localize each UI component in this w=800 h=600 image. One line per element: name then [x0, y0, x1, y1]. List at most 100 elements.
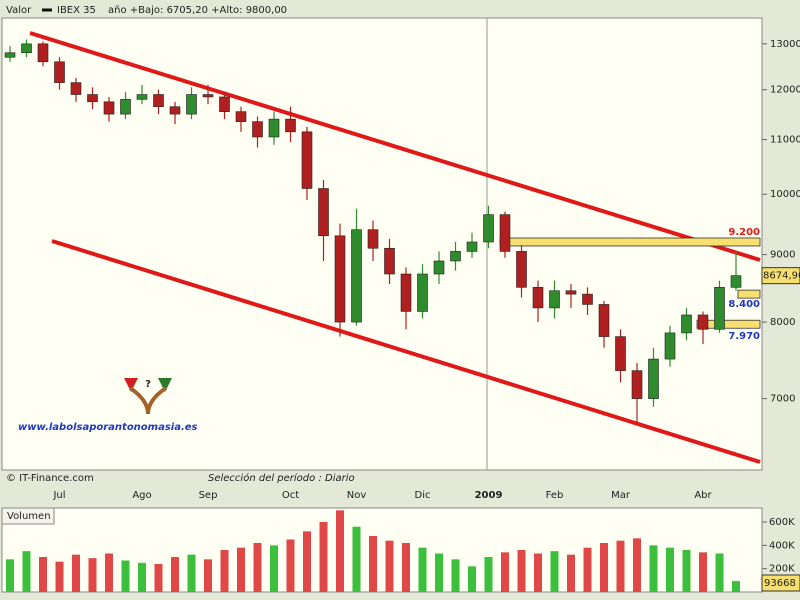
candle-body	[169, 106, 181, 115]
trend-line-upper	[29, 31, 761, 262]
y-tick-label: 7000	[770, 394, 795, 405]
level-box	[737, 289, 761, 299]
volume-bar	[583, 547, 592, 592]
candle-body	[615, 336, 626, 371]
x-tick-label: Abr	[694, 490, 712, 501]
svg-text:?: ?	[145, 379, 151, 390]
candle-body	[103, 101, 115, 115]
candle-body	[120, 99, 131, 115]
candle-body	[565, 290, 577, 295]
volume-bar	[154, 564, 163, 592]
y-tick-label: 12000	[770, 85, 800, 96]
y-tick-label: 8000	[770, 317, 795, 328]
volume-bar	[682, 550, 691, 592]
volume-bar	[22, 551, 31, 592]
candle-body	[334, 235, 346, 323]
candle-body	[450, 251, 461, 262]
volume-bar	[435, 553, 443, 592]
x-tick-label: Mar	[611, 490, 631, 501]
volume-bar	[451, 559, 460, 592]
candle-body	[186, 94, 197, 115]
level-label: 9.200	[728, 227, 760, 238]
volume-bar	[88, 558, 97, 592]
subtitle: año +Bajo: 6705,20 +Alto: 9800,00	[108, 5, 287, 16]
y-tick-label: 10000	[770, 189, 800, 200]
candle-body	[631, 370, 643, 399]
volume-bar	[699, 552, 707, 592]
volume-bar	[220, 550, 229, 592]
last-price-box	[761, 267, 800, 285]
last-volume-label: 93668	[764, 578, 796, 589]
volume-bar	[468, 566, 476, 592]
candle-body	[400, 273, 412, 312]
volume-bar	[732, 581, 740, 592]
header-label: Valor	[6, 5, 32, 16]
candle-body	[202, 94, 214, 98]
volume-bar	[286, 539, 295, 592]
candle-body	[648, 358, 659, 399]
x-tick-label: Nov	[347, 490, 367, 501]
candle-body	[714, 287, 725, 330]
watermark: www.labolsaporantonomasia.es	[18, 422, 198, 433]
candle-body	[730, 275, 742, 288]
x-tick-label: Feb	[546, 490, 564, 501]
x-tick-label: Ago	[132, 490, 151, 501]
volume-bar	[352, 526, 361, 592]
volume-bar	[336, 510, 344, 592]
volume-bar	[39, 557, 47, 592]
x-tick-label: 2009	[475, 490, 503, 501]
candle-body	[681, 314, 692, 334]
volume-bar	[418, 547, 427, 592]
y-tick-label: 600K	[769, 517, 795, 528]
candle-body	[499, 214, 511, 252]
volume-bar	[121, 560, 130, 592]
volume-bar	[105, 553, 113, 592]
volume-bar	[385, 540, 394, 592]
period: Selección del período : Diario	[208, 472, 355, 484]
volume-bar	[534, 553, 542, 592]
volume-bar	[138, 562, 146, 592]
candle-body	[70, 82, 82, 95]
last-price-label: 8674,90	[763, 271, 800, 282]
marks: 7000 8000 9000 10000 11000 12000 13000 Jul Ago Se…	[4, 39, 800, 592]
level-label: 7.970	[728, 331, 760, 342]
volume-bar	[550, 551, 559, 592]
candle-body	[301, 131, 313, 189]
x-tick-label: Oct	[282, 490, 299, 501]
candle-body	[367, 229, 379, 249]
volume-bar	[55, 561, 64, 592]
volume-bar	[600, 543, 608, 592]
volume-bar	[369, 536, 377, 592]
candle-body	[37, 43, 49, 63]
volume-bar	[616, 540, 625, 592]
logo: ?	[124, 378, 172, 415]
x-tick-label: Jul	[52, 490, 65, 501]
volume-bar	[319, 522, 328, 592]
volume-bar	[72, 554, 80, 592]
candle-body	[351, 229, 362, 323]
volume-plot-area	[1, 507, 763, 593]
last-volume-box	[761, 574, 800, 592]
volume-title-box	[1, 507, 55, 525]
candle-body	[4, 52, 16, 58]
volume-bar	[204, 559, 212, 592]
candle-body	[697, 314, 709, 330]
candle-body	[136, 94, 148, 100]
volume-bar	[402, 543, 410, 592]
candle-body	[598, 304, 610, 337]
volume-bar	[633, 538, 641, 592]
candle-body	[268, 118, 280, 138]
volume-bar	[171, 557, 179, 592]
candle-body	[417, 273, 428, 312]
y-tick-label: 11000	[770, 135, 800, 146]
candle-body	[252, 121, 263, 138]
candle-body	[664, 332, 676, 360]
y-tick-label: 13000	[770, 39, 800, 50]
candle-body	[21, 43, 32, 54]
candle-body	[384, 247, 395, 275]
volume-bar	[6, 559, 14, 592]
volume-bar	[567, 554, 575, 592]
volume-bar	[484, 557, 493, 592]
candle-body	[466, 241, 478, 252]
